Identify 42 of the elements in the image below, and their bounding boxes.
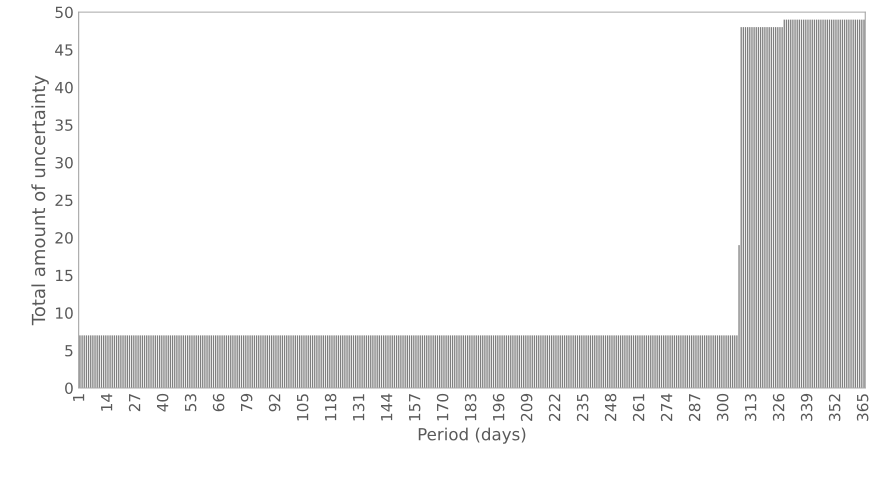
x-tick-label: 326: [772, 394, 784, 421]
y-tick-label: 0: [65, 382, 73, 394]
x-tick-label: 131: [352, 394, 364, 420]
x-tick-label: 1: [73, 394, 84, 401]
x-tick-label: 209: [520, 394, 532, 421]
x-tick-label: 222: [548, 394, 560, 421]
x-tick-label: 92: [268, 394, 280, 412]
x-tick-label: 105: [296, 394, 308, 420]
x-tick-label: 66: [212, 394, 224, 412]
x-tick-label: 261: [632, 394, 644, 421]
x-tick-label: 144: [381, 394, 392, 420]
x-tick-label: 313: [744, 394, 756, 421]
x-tick-label: 352: [828, 394, 840, 421]
y-tick-label: 25: [55, 194, 72, 206]
x-tick-label: 196: [492, 394, 504, 420]
y-tick-label: 15: [56, 270, 72, 282]
x-tick-label: 365: [856, 394, 868, 421]
x-tick-label: 27: [128, 394, 140, 412]
x-tick-label: 235: [576, 394, 588, 421]
y-tick-label: 50: [56, 6, 73, 18]
x-tick-label: 248: [604, 394, 616, 421]
x-tick-label: 183: [464, 394, 476, 420]
y-tick-label: 20: [55, 232, 73, 244]
x-tick-label: 339: [800, 394, 812, 421]
y-tick-label: 5: [65, 345, 72, 356]
x-tick-label: 170: [436, 394, 448, 420]
y-tick-label: 35: [56, 119, 72, 131]
y-tick-label: 45: [55, 44, 72, 56]
y-tick-label: 30: [56, 156, 73, 168]
x-axis-title: Period (days): [418, 428, 526, 444]
x-tick-label: 53: [184, 394, 196, 412]
x-tick-label: 157: [409, 394, 420, 420]
x-tick-label: 40: [156, 394, 168, 412]
y-axis-title: Total amount of uncertainty: [31, 76, 49, 326]
x-tick-label: 300: [716, 394, 728, 421]
x-tick-label: 79: [240, 394, 252, 412]
x-tick-label: 274: [660, 394, 672, 421]
y-tick-label: 10: [56, 307, 73, 319]
x-tick-label: 118: [324, 394, 336, 420]
x-tick-label: 14: [101, 394, 112, 411]
x-tick-label: 287: [688, 394, 700, 421]
y-tick-label: 40: [55, 82, 73, 94]
